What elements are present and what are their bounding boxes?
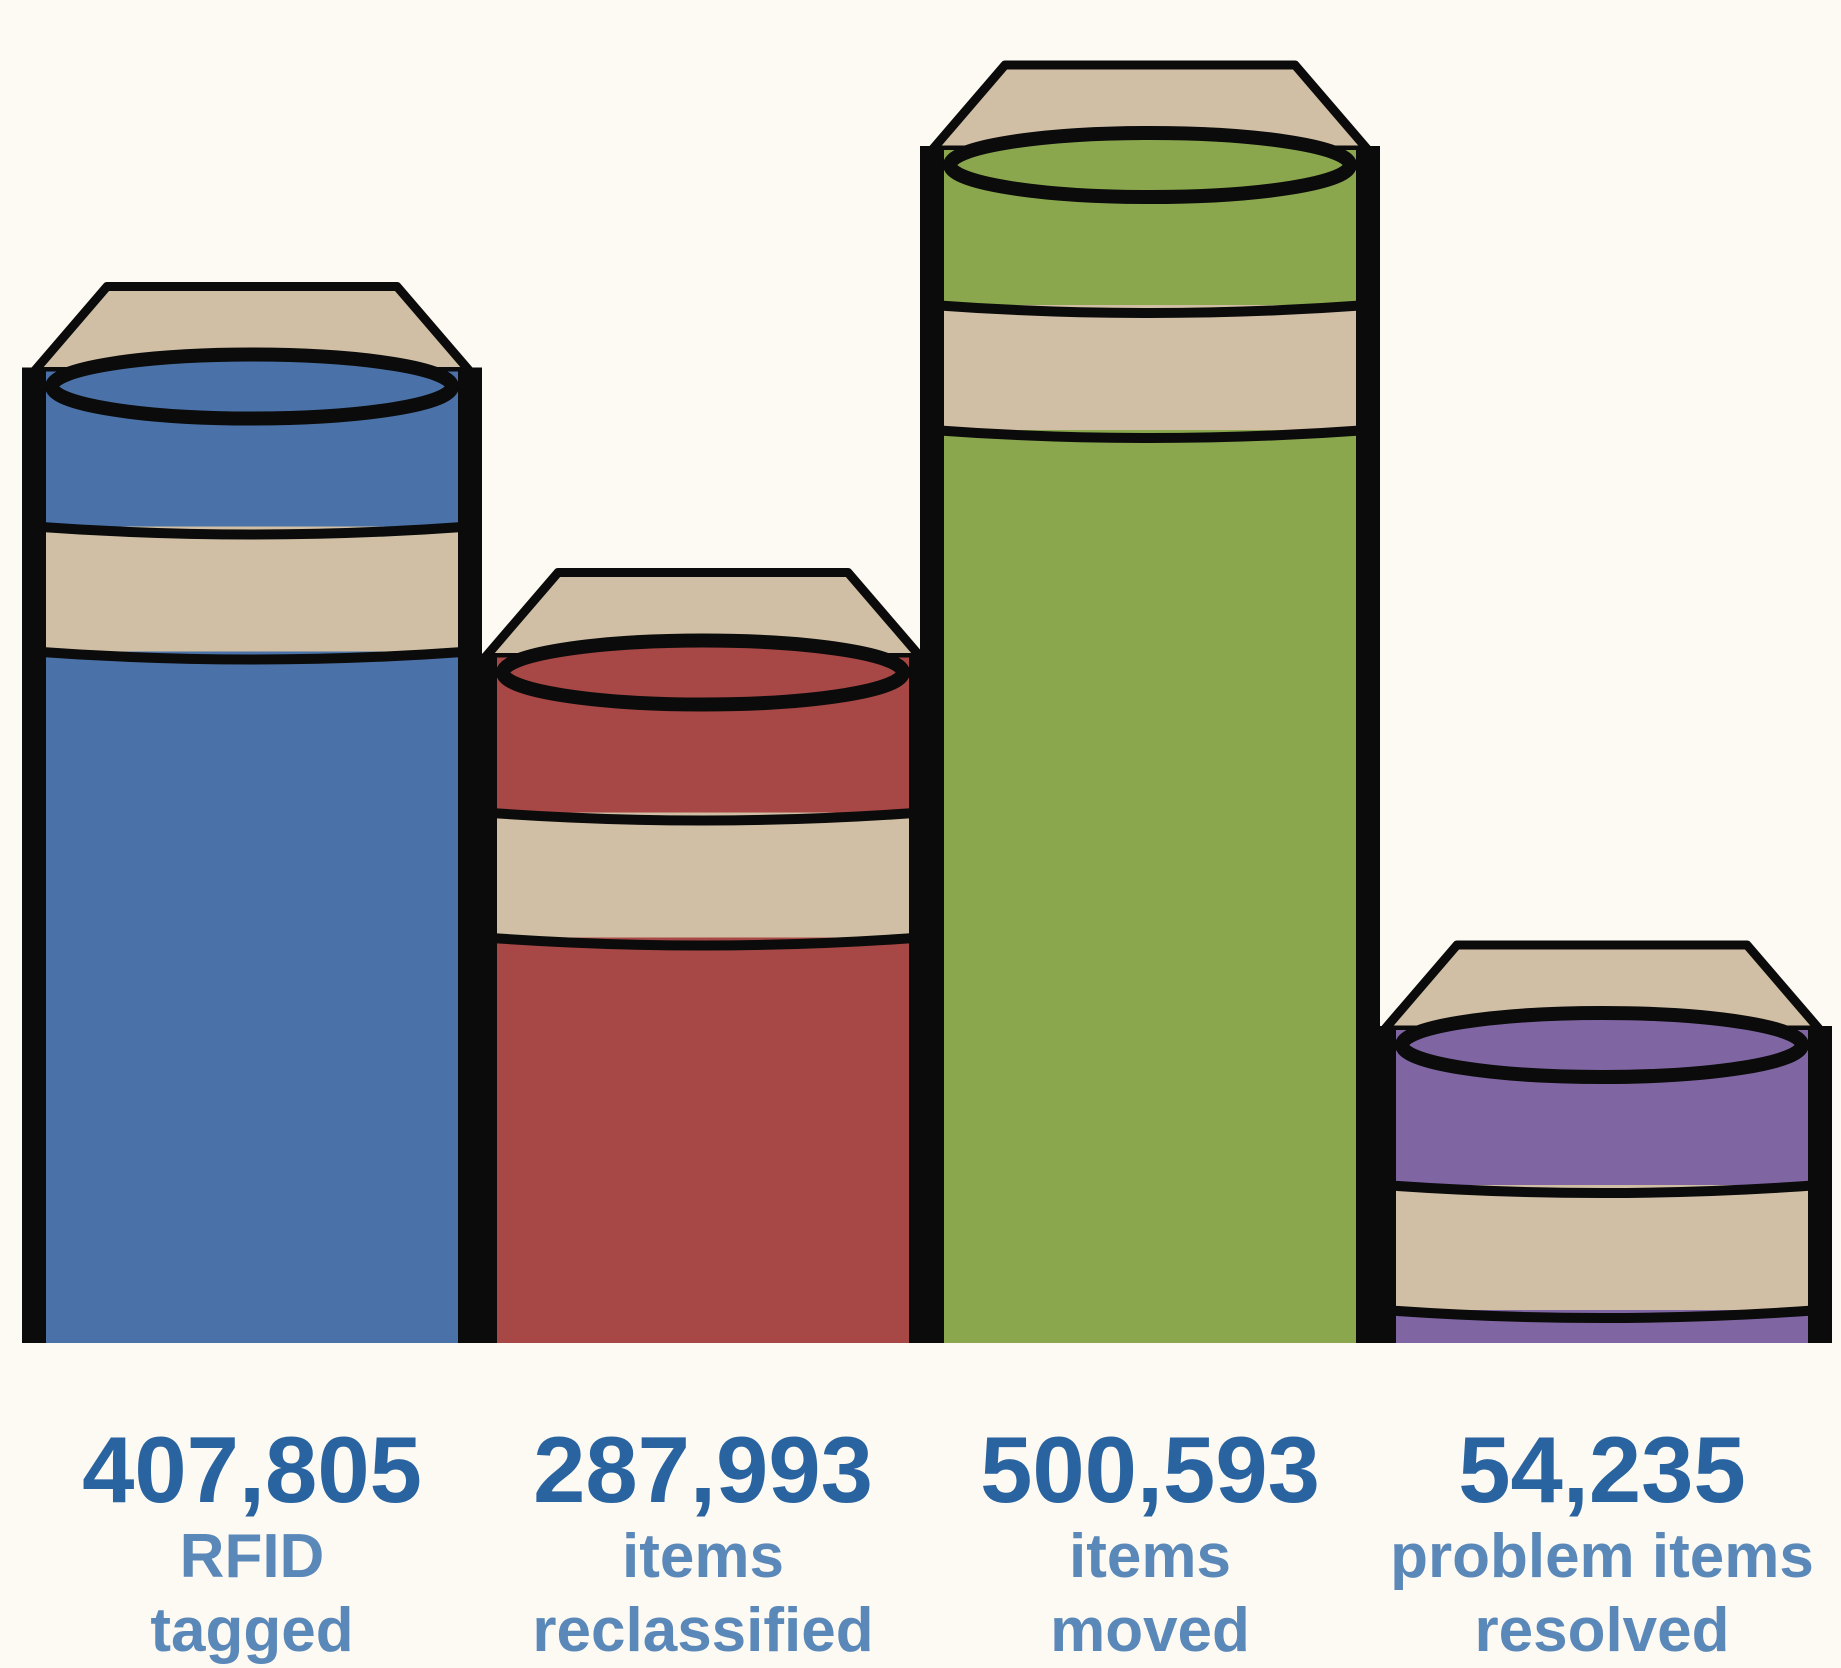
bar-value-label: 407,805 — [82, 1417, 422, 1522]
bar-category-label: moved — [1050, 1596, 1250, 1665]
bar-value-label: 287,993 — [533, 1417, 873, 1522]
bar-band-line — [484, 932, 922, 951]
bar-category-label: reclassified — [532, 1596, 874, 1665]
bar-category-label: items — [622, 1522, 784, 1591]
bar-value-label: 500,593 — [980, 1417, 1320, 1522]
bar-body — [34, 371, 470, 1345]
bar-value-label: 54,235 — [1458, 1417, 1746, 1522]
bar-category-label: problem items — [1390, 1522, 1814, 1591]
bar-top-rim — [1395, 1006, 1809, 1084]
bar-side-left — [920, 146, 944, 1345]
bar-band — [34, 526, 470, 652]
bar-band-line — [484, 807, 922, 826]
bar-band — [485, 812, 921, 938]
book-bar — [22, 282, 482, 1345]
book-bar — [473, 568, 933, 1345]
bar-category-label: RFID — [179, 1522, 325, 1591]
bar-band-line — [931, 300, 1369, 318]
bar-label: 287,993 items reclassified — [468, 1420, 938, 1668]
bar-side-left — [22, 367, 46, 1345]
bar-top-rim — [496, 633, 910, 712]
bar-body — [485, 657, 921, 1345]
bar-band — [932, 305, 1368, 430]
bar-category-label: resolved — [1474, 1596, 1730, 1665]
bar-band-line — [931, 425, 1369, 443]
bar-label: 407,805 RFID tagged — [17, 1420, 487, 1668]
bar-side-left — [473, 653, 497, 1345]
baseline — [22, 1343, 1832, 1347]
bar-top-rim — [943, 126, 1357, 204]
book-bar — [1372, 940, 1832, 1345]
bar-band-line — [1383, 1305, 1821, 1323]
bar-label: 54,235 problem items resolved — [1367, 1420, 1837, 1668]
bar-band — [1384, 1185, 1820, 1310]
bar-band-line — [33, 646, 471, 665]
bar-band-line — [1383, 1180, 1821, 1198]
bar-side-left — [1372, 1026, 1396, 1345]
bar-top-rim — [45, 347, 459, 426]
bar-band-line — [33, 521, 471, 540]
bar-category-label: items — [1069, 1522, 1231, 1591]
bar-category-label: tagged — [150, 1596, 354, 1665]
bar-side-right — [1808, 1026, 1832, 1345]
book-bar — [920, 60, 1380, 1345]
bar-label: 500,593 items moved — [915, 1420, 1385, 1668]
